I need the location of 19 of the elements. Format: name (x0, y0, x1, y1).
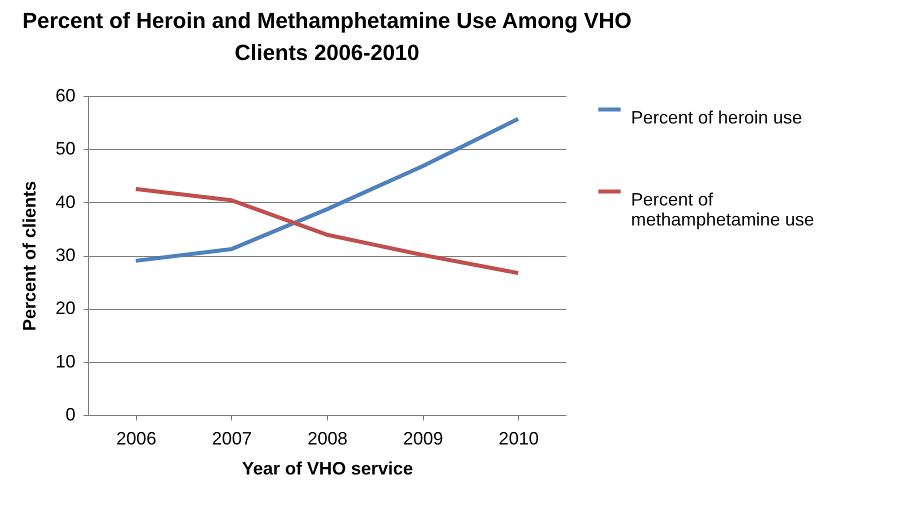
y-tick-label: 20 (55, 298, 76, 318)
x-tick-label: 2006 (116, 428, 156, 448)
y-tick-label: 0 (65, 404, 76, 424)
line-series (134, 187, 520, 276)
y-tick-label: 30 (55, 245, 76, 265)
y-tick-label: 10 (55, 351, 76, 372)
x-tick-label: 2009 (403, 428, 444, 448)
line-series (134, 116, 520, 263)
x-tick-label: 2010 (498, 428, 539, 448)
legend-label: Percent of heroin use (631, 108, 802, 128)
y-axis-title: Percent of clients (19, 180, 40, 332)
y-tick-label: 50 (55, 138, 76, 159)
chart-title: Percent of Heroin and Methamphetamine Use Among VHO Clients 2006-2010 (22, 8, 632, 65)
x-tick-label: 2008 (307, 428, 348, 448)
legend-label: Percent of methamphetamine use (631, 190, 814, 230)
x-tick-label: 2007 (212, 428, 252, 448)
y-tick-label: 60 (55, 86, 76, 106)
x-axis-title: Year of VHO service (242, 458, 414, 478)
y-tick-label: 40 (55, 192, 76, 212)
